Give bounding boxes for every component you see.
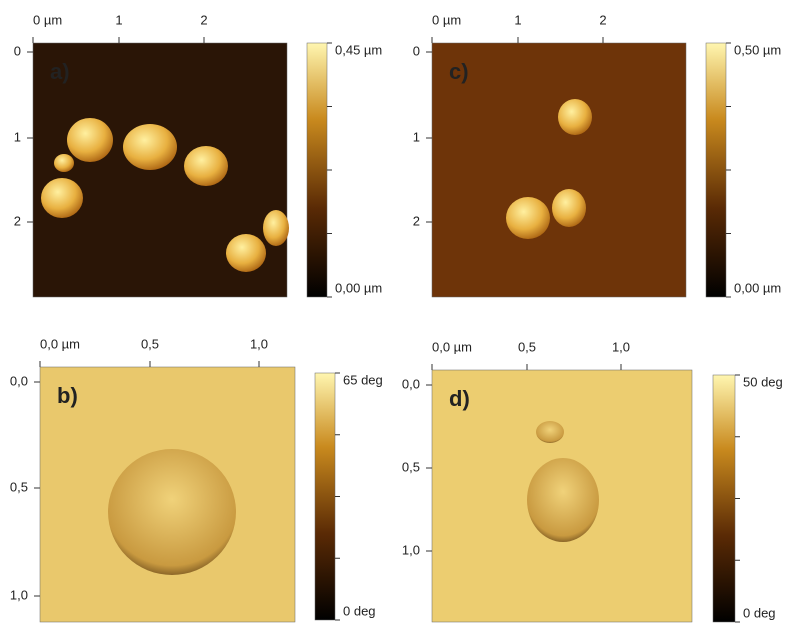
color-bar [315,373,335,620]
panel-label: c) [449,59,469,84]
x-tick-label: 0 µm [33,12,62,27]
panel-label: d) [449,386,470,411]
particle [123,124,177,170]
panel-label: a) [50,59,70,84]
color-bar [706,43,726,297]
scale-max-label: 0,50 µm [734,42,781,57]
particle [527,458,599,542]
y-tick-label: 0,0 [10,373,28,388]
color-bar [307,43,327,297]
x-tick-label: 0 µm [432,12,461,27]
scale-min-label: 0 deg [743,605,776,620]
x-tick-label: 0,0 µm [40,336,80,351]
x-tick-label: 1 [115,12,122,27]
particle [226,234,266,272]
x-tick-label: 0,0 µm [432,339,472,354]
x-tick-label: 1 [514,12,521,27]
y-tick-label: 2 [413,213,420,228]
y-tick-label: 1,0 [10,587,28,602]
particle [41,178,83,218]
particle [108,449,236,575]
x-tick-label: 2 [599,12,606,27]
scale-max-label: 65 deg [343,372,383,387]
scale-max-label: 0,45 µm [335,42,382,57]
scale-max-label: 50 deg [743,374,783,389]
scale-min-label: 0,00 µm [734,280,781,295]
y-tick-label: 1,0 [402,542,420,557]
panel-label: b) [57,383,78,408]
particle [263,210,289,246]
scale-min-label: 0,00 µm [335,280,382,295]
x-tick-label: 1,0 [612,339,630,354]
scale-min-label: 0 deg [343,603,376,618]
x-tick-label: 0,5 [518,339,536,354]
particle [54,154,74,172]
color-bar [713,375,735,622]
y-tick-label: 2 [14,213,21,228]
y-tick-label: 1 [14,129,21,144]
y-tick-label: 0 [413,43,420,58]
y-tick-label: 0,5 [10,479,28,494]
particle [506,197,550,239]
y-tick-label: 0,5 [402,459,420,474]
y-tick-label: 1 [413,129,420,144]
particle [558,99,592,135]
y-tick-label: 0 [14,43,21,58]
particle [184,146,228,186]
afm-image [432,43,686,297]
particle [536,421,564,443]
x-tick-label: 1,0 [250,336,268,351]
figure: a)0 µm120120,45 µm0,00 µmb)0,0 µm0,51,00… [0,0,795,627]
x-tick-label: 0,5 [141,336,159,351]
x-tick-label: 2 [200,12,207,27]
particle [67,118,113,162]
y-tick-label: 0,0 [402,376,420,391]
particle [552,189,586,227]
